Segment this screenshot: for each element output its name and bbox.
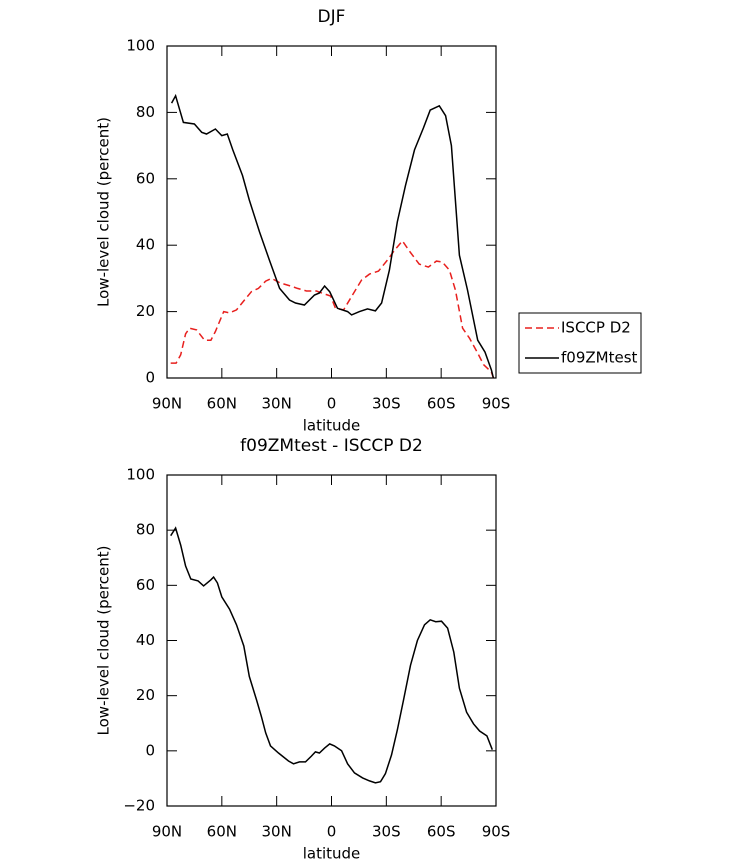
plot-frame — [166, 474, 497, 807]
x-tick-label: 30N — [262, 823, 292, 841]
x-tick-label: 90S — [482, 823, 511, 841]
y-tick-label: 80 — [136, 521, 155, 539]
y-tick-label: 60 — [136, 576, 155, 594]
y-tick-label: 0 — [145, 369, 155, 387]
y-tick-label: 100 — [126, 466, 155, 484]
y-tick-label: −20 — [123, 797, 155, 815]
x-tick-label: 0 — [327, 395, 337, 413]
y-tick-label: 60 — [136, 169, 155, 187]
plot-frame — [166, 45, 497, 379]
legend-box — [518, 312, 642, 374]
x-axis-label: latitude — [303, 417, 361, 435]
x-tick-label: 60N — [207, 823, 237, 841]
line-series — [170, 93, 495, 379]
x-tick-label: 90S — [482, 395, 511, 413]
y-tick-label: 40 — [136, 631, 155, 649]
x-tick-label: 30N — [262, 395, 292, 413]
chart-title: f09ZMtest - ISCCP D2 — [240, 436, 423, 456]
y-tick-label: 20 — [136, 686, 155, 704]
y-tick-label: 100 — [126, 37, 155, 55]
x-tick-label: 30S — [372, 823, 401, 841]
x-tick-label: 0 — [327, 823, 337, 841]
y-tick-label: 0 — [145, 741, 155, 759]
line-series — [170, 239, 495, 379]
y-tick-label: 40 — [136, 236, 155, 254]
line-series — [170, 526, 493, 784]
x-tick-label: 60S — [427, 395, 456, 413]
y-axis-label: Low-level cloud (percent) — [95, 546, 113, 736]
x-tick-label: 60N — [207, 395, 237, 413]
x-axis-label: latitude — [303, 845, 361, 863]
legend-label: ISCCP D2 — [561, 319, 631, 337]
x-tick-label: 30S — [372, 395, 401, 413]
x-tick-label: 90N — [152, 823, 182, 841]
x-tick-label: 90N — [152, 395, 182, 413]
x-tick-label: 60S — [427, 823, 456, 841]
chart-title: DJF — [318, 7, 346, 27]
y-tick-label: 20 — [136, 302, 155, 320]
legend-label: f09ZMtest — [561, 349, 638, 367]
y-tick-label: 80 — [136, 103, 155, 121]
y-axis-label: Low-level cloud (percent) — [95, 117, 113, 307]
